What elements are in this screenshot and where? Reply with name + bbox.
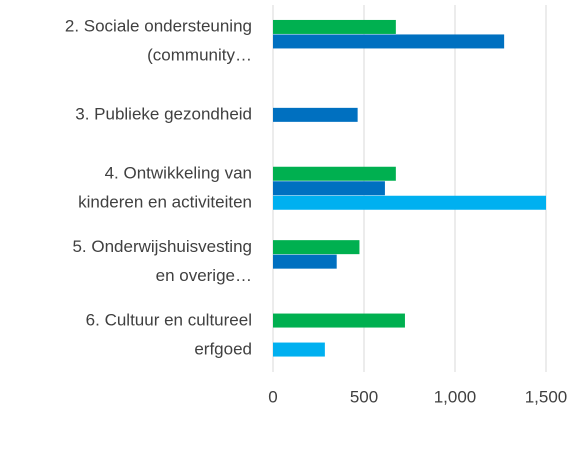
x-tick-label: 1,500	[525, 387, 568, 406]
y-tick-label: 4. Ontwikkeling van	[105, 163, 252, 182]
x-tick-label: 1,000	[434, 387, 477, 406]
bar	[273, 34, 505, 49]
bar	[273, 342, 325, 357]
bar	[273, 313, 405, 328]
bar	[273, 195, 546, 210]
bar	[273, 107, 358, 122]
y-tick-label: erfgoed	[194, 339, 252, 358]
y-tick-label: kinderen en activiteiten	[78, 192, 252, 211]
y-tick-label: 6. Cultuur en cultureel	[86, 310, 252, 329]
y-tick-label: 3. Publieke gezondheid	[75, 105, 252, 124]
y-tick-label: 2. Sociale ondersteuning	[65, 17, 252, 36]
y-tick-label: 5. Onderwijshuisvesting	[72, 237, 252, 256]
bar	[273, 19, 396, 34]
x-tick-label: 500	[350, 387, 378, 406]
bar	[273, 181, 385, 196]
y-tick-label: (community…	[147, 46, 252, 65]
x-tick-label: 0	[268, 387, 277, 406]
bar	[273, 240, 360, 255]
bar	[273, 166, 396, 181]
y-tick-label: en overige…	[156, 266, 252, 285]
bar	[273, 254, 337, 269]
